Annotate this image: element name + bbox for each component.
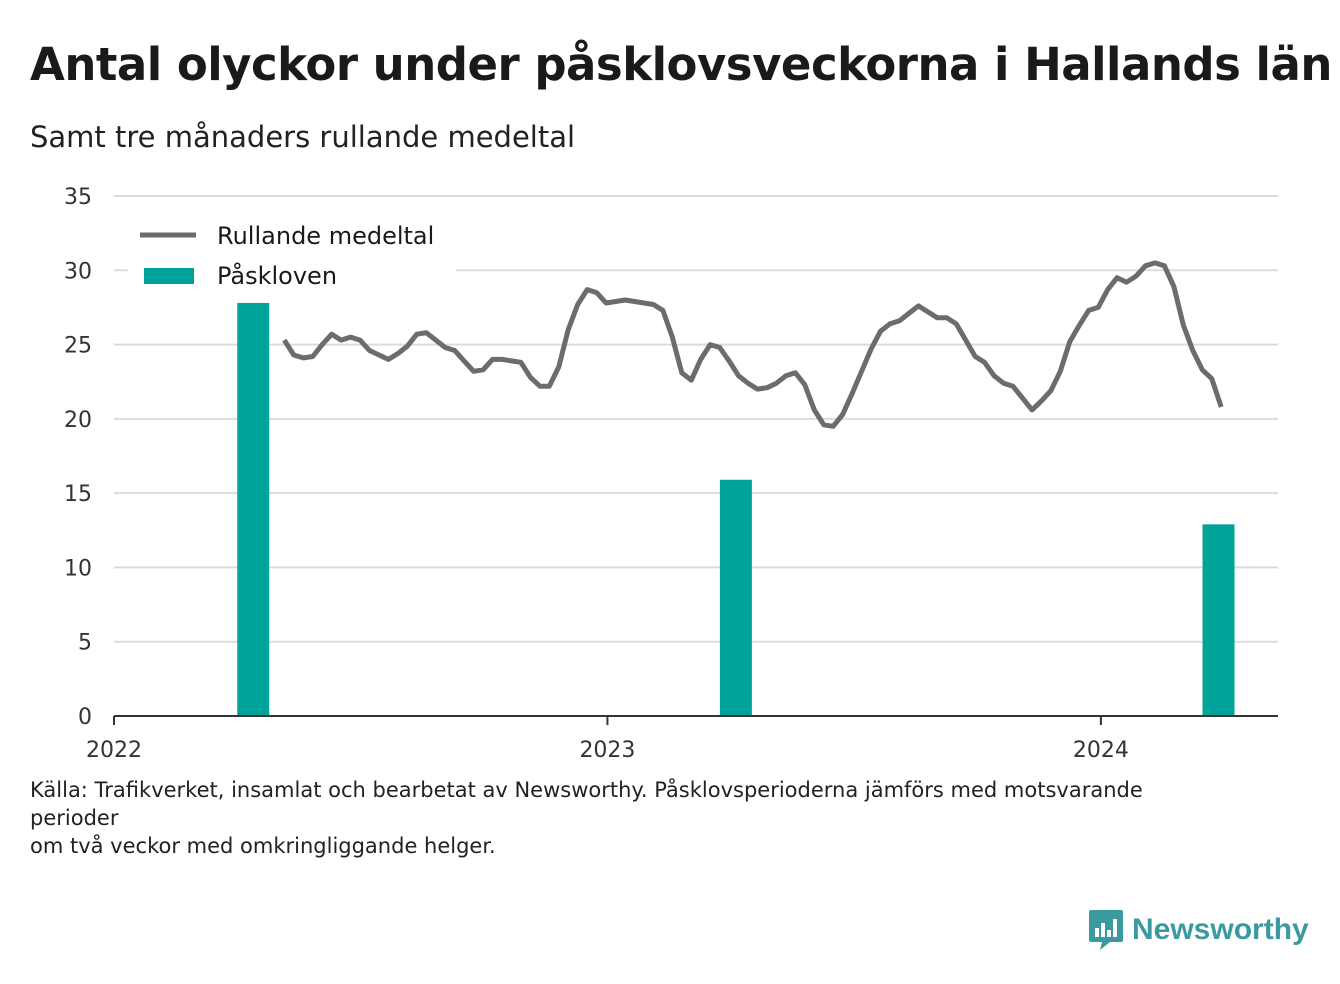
bar-paskloven-1 (719, 479, 752, 716)
legend-swatch-paskloven (144, 268, 194, 284)
y-tick-label-0: 0 (78, 705, 92, 730)
source-note: Källa: Trafikverket, insamlat och bearbe… (30, 776, 1260, 860)
bar-paskloven-2 (1202, 524, 1235, 716)
x-tick-label-2022: 2022 (86, 738, 142, 763)
chart-subtitle: Samt tre månaders rullande medeltal (30, 120, 576, 154)
legend-label-paskloven: Påskloven (217, 261, 337, 290)
bar-paskloven-0 (237, 302, 270, 716)
y-tick-label-5: 5 (78, 631, 92, 656)
newsworthy-logo: Newsworthy (1088, 908, 1309, 952)
y-tick-label-10: 10 (64, 556, 92, 581)
source-line-3: om två veckor med omkringliggande helger… (30, 834, 496, 858)
chart-title: Antal olyckor under påsklovsveckorna i H… (30, 38, 1332, 91)
y-tick-label-30: 30 (64, 259, 92, 284)
y-tick-label-20: 20 (64, 408, 92, 433)
legend-label-rullande-medeltal: Rullande medeltal (217, 222, 434, 250)
newsworthy-logo-icon (1089, 910, 1123, 950)
x-tick-label-2024: 2024 (1073, 738, 1129, 763)
x-tick-label-2023: 2023 (579, 738, 635, 763)
y-tick-label-15: 15 (64, 482, 92, 507)
line-rullande-medeltal (282, 260, 1224, 429)
newsworthy-logo-text: Newsworthy (1132, 913, 1309, 946)
source-line-2: perioder (30, 806, 119, 830)
source-line-1: Källa: Trafikverket, insamlat och bearbe… (30, 778, 1143, 802)
y-tick-label-25: 25 (64, 334, 92, 359)
chart-svg: 0 5 10 15 20 25 30 35 2022 2023 2024 Rullande medel… (64, 185, 1278, 763)
y-tick-label-35: 35 (64, 185, 92, 210)
